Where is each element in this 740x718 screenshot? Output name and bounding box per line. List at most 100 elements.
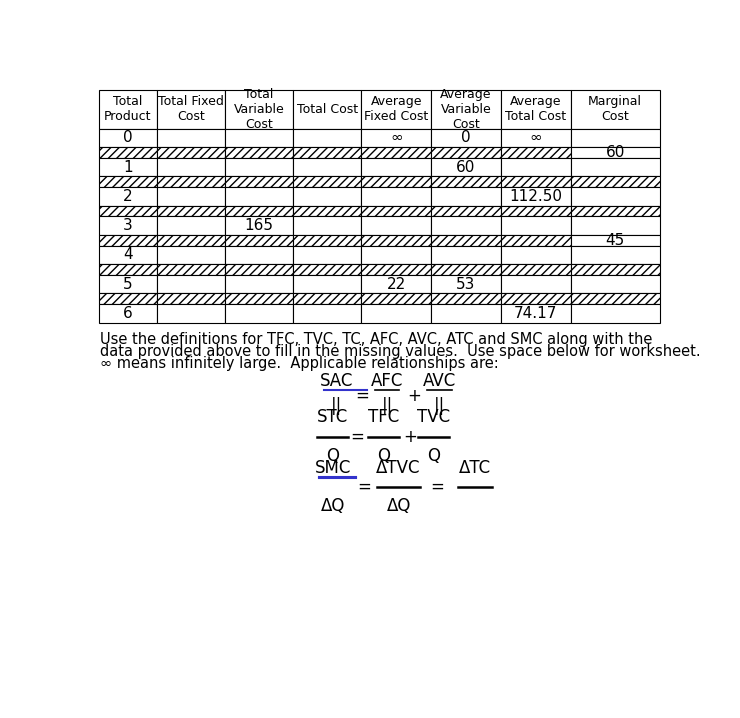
- Text: 60: 60: [457, 159, 476, 174]
- Bar: [571, 275, 660, 293]
- Text: ||: ||: [331, 397, 342, 415]
- Bar: [431, 246, 501, 264]
- Text: 0: 0: [123, 130, 132, 145]
- Bar: [157, 176, 225, 187]
- Bar: [293, 205, 361, 216]
- Bar: [571, 147, 660, 158]
- Text: AFC: AFC: [371, 373, 403, 391]
- Bar: [98, 147, 157, 158]
- Bar: [361, 129, 431, 147]
- Bar: [225, 275, 293, 293]
- Text: ||: ||: [434, 397, 445, 415]
- Bar: [571, 216, 660, 235]
- Text: =: =: [351, 427, 365, 445]
- Bar: [293, 293, 361, 304]
- Text: ∞: ∞: [390, 130, 403, 145]
- Bar: [225, 90, 293, 129]
- Bar: [293, 90, 361, 129]
- Bar: [501, 216, 571, 235]
- Bar: [293, 129, 361, 147]
- Bar: [501, 264, 571, 275]
- Bar: [501, 187, 571, 205]
- Text: Average
Total Cost: Average Total Cost: [505, 95, 566, 123]
- Text: SAC: SAC: [320, 373, 353, 391]
- Text: ∞ means infinitely large.  Applicable relationships are:: ∞ means infinitely large. Applicable rel…: [100, 356, 499, 371]
- Text: 3: 3: [123, 218, 132, 233]
- Bar: [501, 246, 571, 264]
- Bar: [431, 304, 501, 322]
- Bar: [571, 304, 660, 322]
- Bar: [225, 235, 293, 246]
- Text: 22: 22: [387, 276, 406, 292]
- Text: =: =: [357, 477, 371, 495]
- Bar: [571, 176, 660, 187]
- Text: =: =: [355, 387, 369, 405]
- Text: 6: 6: [123, 306, 132, 321]
- Bar: [98, 216, 157, 235]
- Bar: [361, 158, 431, 176]
- Text: 165: 165: [245, 218, 274, 233]
- Bar: [157, 235, 225, 246]
- Bar: [431, 205, 501, 216]
- Bar: [225, 264, 293, 275]
- Bar: [501, 205, 571, 216]
- Bar: [361, 235, 431, 246]
- Bar: [431, 275, 501, 293]
- Bar: [225, 187, 293, 205]
- Bar: [98, 205, 157, 216]
- Bar: [431, 187, 501, 205]
- Bar: [431, 293, 501, 304]
- Text: data provided above to fill in the missing values.  Use space below for workshee: data provided above to fill in the missi…: [100, 344, 701, 359]
- Text: AVC: AVC: [423, 373, 457, 391]
- Text: ΔQ: ΔQ: [320, 497, 345, 515]
- Bar: [225, 158, 293, 176]
- Text: 5: 5: [123, 276, 132, 292]
- Text: Use the definitions for TFC, TVC, TC, AFC, AVC, ATC and SMC along with the: Use the definitions for TFC, TVC, TC, AF…: [100, 332, 653, 347]
- Bar: [431, 235, 501, 246]
- Text: 45: 45: [605, 233, 625, 248]
- Bar: [361, 275, 431, 293]
- Bar: [361, 216, 431, 235]
- Text: +: +: [403, 427, 417, 445]
- Text: 60: 60: [605, 145, 625, 160]
- Bar: [293, 246, 361, 264]
- Bar: [225, 293, 293, 304]
- Bar: [501, 90, 571, 129]
- Bar: [157, 205, 225, 216]
- Text: 1: 1: [123, 159, 132, 174]
- Text: Q: Q: [427, 447, 440, 465]
- Bar: [225, 304, 293, 322]
- Bar: [431, 147, 501, 158]
- Bar: [571, 293, 660, 304]
- Bar: [98, 264, 157, 275]
- Bar: [157, 129, 225, 147]
- Bar: [293, 235, 361, 246]
- Bar: [98, 90, 157, 129]
- Bar: [157, 187, 225, 205]
- Bar: [293, 147, 361, 158]
- Bar: [225, 216, 293, 235]
- Bar: [361, 246, 431, 264]
- Text: SMC: SMC: [314, 459, 351, 477]
- Bar: [98, 158, 157, 176]
- Bar: [571, 264, 660, 275]
- Bar: [361, 176, 431, 187]
- Text: ∞: ∞: [529, 130, 542, 145]
- Bar: [431, 264, 501, 275]
- Bar: [361, 205, 431, 216]
- Text: ΔQ: ΔQ: [386, 497, 411, 515]
- Bar: [293, 264, 361, 275]
- Text: Q: Q: [326, 447, 339, 465]
- Bar: [361, 147, 431, 158]
- Bar: [361, 264, 431, 275]
- Bar: [157, 158, 225, 176]
- Bar: [157, 147, 225, 158]
- Bar: [501, 304, 571, 322]
- Bar: [98, 293, 157, 304]
- Bar: [501, 235, 571, 246]
- Bar: [361, 304, 431, 322]
- Text: Q: Q: [377, 447, 390, 465]
- Bar: [431, 158, 501, 176]
- Text: 112.50: 112.50: [509, 189, 562, 204]
- Bar: [501, 147, 571, 158]
